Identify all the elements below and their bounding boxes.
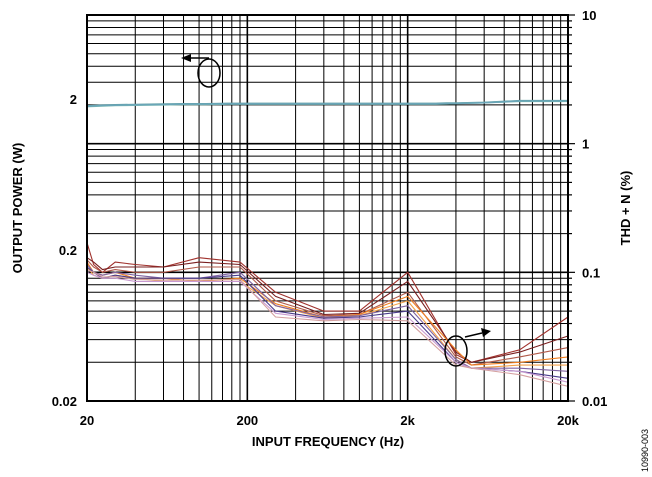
x-tick-label: 2k	[400, 413, 415, 428]
y-left-tick-label: 0.2	[59, 243, 77, 258]
x-tick-label: 200	[236, 413, 258, 428]
series-group	[86, 99, 569, 387]
annotation-circle-left	[197, 58, 221, 88]
annotation-arrowhead-left	[181, 54, 191, 62]
y-right-tick-label: 1	[582, 137, 589, 152]
thd-series-line-3	[86, 259, 569, 366]
y-axis-right-title: THD + N (%)	[618, 171, 633, 246]
y-right-tick-label: 0.01	[582, 394, 607, 409]
figure-id: 10990-003	[640, 429, 650, 472]
plot-frame	[86, 14, 569, 402]
grid	[87, 14, 575, 402]
annotation-circle-right	[444, 335, 468, 367]
x-axis-title: INPUT FREQUENCY (Hz)	[252, 434, 404, 449]
annotation-arrow-right	[464, 332, 483, 338]
thd-series-line-8	[86, 271, 569, 383]
annotation-arrowhead-right	[481, 328, 491, 337]
x-tick-label: 20	[80, 413, 94, 428]
y-right-tick-label: 10	[582, 8, 596, 23]
thd-series-line-9	[86, 269, 569, 387]
y-axis-left-title: OUTPUT POWER (W)	[10, 143, 25, 274]
thd-series-line-6	[86, 264, 569, 372]
thd-series-line-1	[86, 242, 569, 363]
thd-series-line-2	[86, 257, 569, 363]
y-left-tick-label: 2	[70, 92, 77, 107]
y-left-tick-label: 0.02	[52, 394, 77, 409]
tick-labels: 20 200 2k 20k 0.02 0.2 2 0.01 0.1 1 10	[52, 8, 608, 428]
x-tick-label: 20k	[557, 413, 579, 428]
annotations	[181, 54, 491, 367]
y-right-tick-label: 0.1	[582, 265, 600, 280]
thd-series-line-7	[86, 266, 569, 379]
power-series-line-3	[86, 100, 568, 108]
